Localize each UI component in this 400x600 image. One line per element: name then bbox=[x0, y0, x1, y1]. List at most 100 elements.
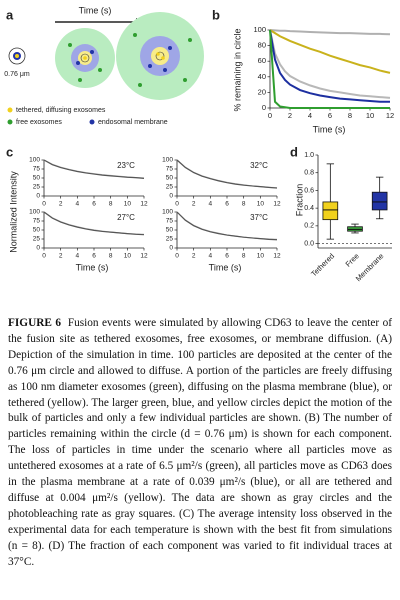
x-tick-label: 2 bbox=[59, 253, 63, 260]
scale-label: 0.76 μm bbox=[4, 71, 30, 78]
x-tick-label: 10 bbox=[124, 201, 132, 208]
y-tick-label: 0.8 bbox=[304, 170, 314, 177]
y-tick-label: 0.4 bbox=[304, 205, 314, 212]
panel-label: b bbox=[212, 7, 220, 22]
legend-swatch bbox=[7, 107, 13, 113]
legend-label: tethered, diffusing exosomes bbox=[16, 107, 106, 114]
panel-title: 32°C bbox=[250, 161, 268, 170]
caption-label: FIGURE 6 bbox=[8, 317, 61, 329]
x-tick-label: 6 bbox=[92, 201, 96, 208]
series-line bbox=[176, 211, 278, 241]
y-tick-label: 0.0 bbox=[304, 240, 314, 247]
legend-swatch bbox=[89, 119, 95, 125]
series-line bbox=[43, 159, 145, 179]
series-line bbox=[43, 211, 145, 236]
panel-label: a bbox=[6, 7, 14, 22]
x-tick-label: 12 bbox=[140, 253, 148, 260]
y-tick-label: 0 bbox=[262, 103, 266, 112]
y-tick-label: 0 bbox=[169, 245, 173, 252]
y-tick-label: 0.6 bbox=[304, 187, 314, 194]
y-tick-label: 80 bbox=[258, 41, 266, 50]
y-tick-label: 0.2 bbox=[304, 223, 314, 230]
y-tick-label: 75 bbox=[166, 218, 174, 225]
x-tick-label: 10 bbox=[366, 111, 374, 120]
x-axis-title: Time (s) bbox=[76, 262, 109, 272]
y-axis-title: Normalized Intensity bbox=[8, 171, 18, 253]
y-tick-label: 1.0 bbox=[304, 152, 314, 159]
y-tick-label: 0 bbox=[169, 193, 173, 200]
y-axis-title: Fraction bbox=[294, 184, 304, 217]
series-line bbox=[269, 29, 391, 99]
site-circle bbox=[80, 53, 90, 63]
y-tick-label: 75 bbox=[33, 218, 41, 225]
y-tick-label: 25 bbox=[166, 184, 174, 191]
x-tick-label: 12 bbox=[273, 253, 281, 260]
particles bbox=[68, 33, 192, 87]
x-tick-label: 12 bbox=[273, 201, 281, 208]
caption-text: Fusion events were simulated by allowing… bbox=[8, 317, 392, 568]
y-axis-title: % remaining in circle bbox=[232, 28, 242, 111]
panel-title: 27°C bbox=[117, 213, 135, 222]
x-tick-label: 10 bbox=[257, 201, 265, 208]
panel-label: d bbox=[290, 144, 298, 159]
x-tick-label: 10 bbox=[257, 253, 265, 260]
y-tick-label: 25 bbox=[33, 236, 41, 243]
x-tick-label: 10 bbox=[124, 253, 132, 260]
x-tick-label: 12 bbox=[386, 111, 394, 120]
x-tick-label: 6 bbox=[225, 201, 229, 208]
x-tick-label: 12 bbox=[140, 201, 148, 208]
series-line bbox=[269, 29, 391, 36]
x-tick-label: 8 bbox=[242, 201, 246, 208]
y-tick-label: 0 bbox=[36, 245, 40, 252]
y-tick-label: 20 bbox=[258, 87, 266, 96]
series-line bbox=[269, 29, 390, 103]
y-tick-label: 75 bbox=[33, 166, 41, 173]
y-tick-label: 100 bbox=[29, 209, 40, 216]
y-tick-label: 40 bbox=[258, 72, 266, 81]
panel-title: 23°C bbox=[117, 161, 135, 170]
x-axis-title: Time (s) bbox=[209, 262, 242, 272]
start-dot bbox=[15, 54, 19, 58]
x-tick-label: 0 bbox=[268, 111, 272, 120]
y-tick-label: 100 bbox=[162, 157, 173, 164]
legend-swatch bbox=[7, 119, 13, 125]
x-tick-label: 4 bbox=[76, 253, 80, 260]
y-tick-label: 50 bbox=[33, 227, 41, 234]
x-tick-label: 2 bbox=[192, 201, 196, 208]
box bbox=[322, 201, 339, 221]
y-tick-label: 100 bbox=[253, 25, 266, 34]
y-tick-label: 25 bbox=[166, 236, 174, 243]
series-line bbox=[269, 29, 391, 74]
y-tick-label: 75 bbox=[166, 166, 174, 173]
x-tick-label: 8 bbox=[242, 253, 246, 260]
x-tick-label: 2 bbox=[59, 201, 63, 208]
x-tick-label: 6 bbox=[328, 111, 332, 120]
y-tick-label: 50 bbox=[166, 227, 174, 234]
legend-label: endosomal membrane bbox=[98, 119, 168, 126]
legend-label: free exosomes bbox=[16, 119, 62, 126]
series-line bbox=[176, 159, 278, 189]
x-tick-label: 6 bbox=[225, 253, 229, 260]
x-tick-label: 0 bbox=[175, 201, 179, 208]
x-tick-label: 2 bbox=[288, 111, 292, 120]
series-line bbox=[269, 29, 390, 109]
x-tick-label: 8 bbox=[348, 111, 352, 120]
site-circle bbox=[155, 51, 165, 61]
x-tick-label: 4 bbox=[76, 201, 80, 208]
x-tick-label: 8 bbox=[109, 253, 113, 260]
panel-label: c bbox=[6, 144, 13, 159]
caption: FIGURE 6 Fusion events were simulated by… bbox=[8, 316, 392, 571]
y-tick-label: 60 bbox=[258, 56, 266, 65]
y-tick-label: 100 bbox=[29, 157, 40, 164]
x-tick-label: 4 bbox=[209, 201, 213, 208]
y-tick-label: 25 bbox=[33, 184, 41, 191]
x-tick-label: 6 bbox=[92, 253, 96, 260]
x-tick-label: 4 bbox=[308, 111, 312, 120]
x-tick-label: 4 bbox=[209, 253, 213, 260]
y-tick-label: 100 bbox=[162, 209, 173, 216]
figure: a Time (s) 0.76 μm tethered, diffusing e… bbox=[4, 5, 394, 283]
box bbox=[371, 191, 388, 211]
time-label: Time (s) bbox=[79, 5, 112, 15]
x-tick-label: 0 bbox=[175, 253, 179, 260]
